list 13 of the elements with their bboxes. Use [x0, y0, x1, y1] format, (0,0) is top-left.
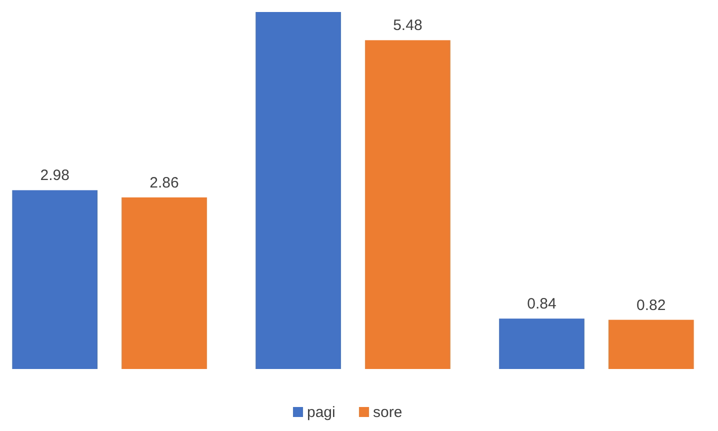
legend-label: sore: [373, 404, 402, 421]
bar: [12, 190, 98, 369]
legend-label: pagi: [307, 404, 336, 421]
data-label: 2.86: [150, 174, 179, 192]
data-label: 0.82: [636, 296, 666, 314]
bar: [256, 12, 341, 369]
data-label: 0.84: [527, 296, 556, 313]
data-label: 2.98: [40, 167, 70, 184]
bar: [365, 40, 450, 369]
bar: [122, 197, 207, 369]
bar: [499, 318, 584, 369]
bar: [608, 320, 694, 369]
data-label: 5.48: [393, 17, 422, 34]
